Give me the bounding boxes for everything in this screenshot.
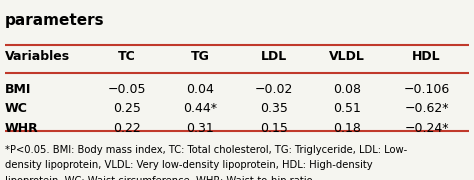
Text: WC: WC [5,102,27,115]
Text: 0.31: 0.31 [186,122,214,135]
Text: 0.22: 0.22 [113,122,141,135]
Text: 0.35: 0.35 [260,102,288,115]
Text: VLDL: VLDL [329,50,365,63]
Text: 0.25: 0.25 [113,102,141,115]
Text: 0.44*: 0.44* [183,102,217,115]
Text: TG: TG [191,50,210,63]
Text: −0.106: −0.106 [403,83,450,96]
Text: 0.18: 0.18 [333,122,361,135]
Text: −0.24*: −0.24* [404,122,449,135]
Text: 0.08: 0.08 [333,83,361,96]
Text: 0.15: 0.15 [260,122,288,135]
Text: parameters: parameters [5,13,104,28]
Text: −0.02: −0.02 [255,83,293,96]
Text: TC: TC [118,50,136,63]
Text: lipoprotein, WC: Waist circumference, WHR: Waist-to-hip ratio: lipoprotein, WC: Waist circumference, WH… [5,176,312,180]
Text: Variables: Variables [5,50,70,63]
Text: HDL: HDL [412,50,441,63]
Text: density lipoprotein, VLDL: Very low-density lipoprotein, HDL: High-density: density lipoprotein, VLDL: Very low-dens… [5,160,373,170]
Text: *P<0.05. BMI: Body mass index, TC: Total cholesterol, TG: Triglyceride, LDL: Low: *P<0.05. BMI: Body mass index, TC: Total… [5,145,407,155]
Text: 0.04: 0.04 [186,83,214,96]
Text: LDL: LDL [261,50,287,63]
Text: WHR: WHR [5,122,38,135]
Text: −0.05: −0.05 [108,83,146,96]
Text: −0.62*: −0.62* [404,102,449,115]
Text: BMI: BMI [5,83,31,96]
Text: 0.51: 0.51 [333,102,361,115]
